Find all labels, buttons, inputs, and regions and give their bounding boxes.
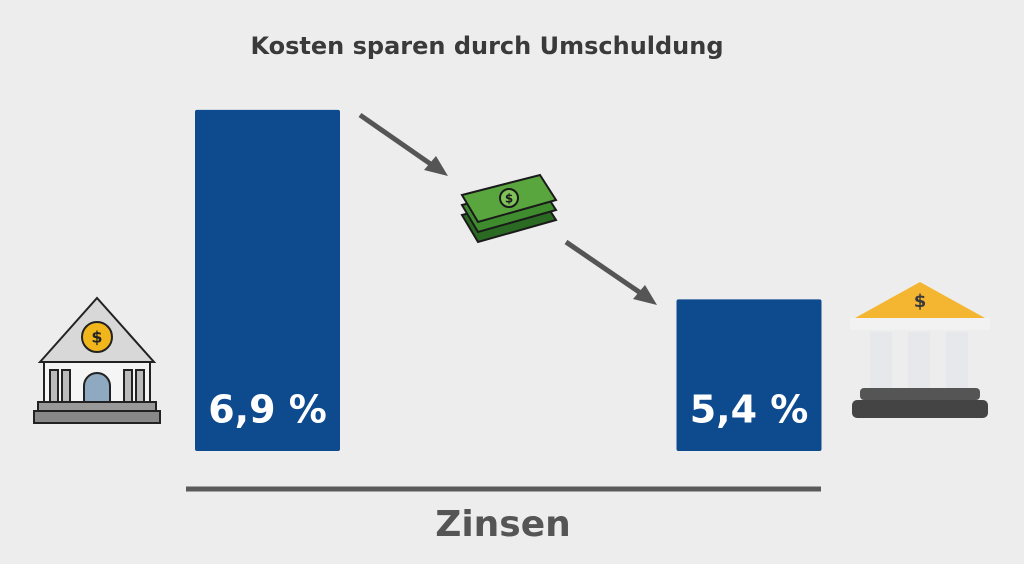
svg-text:$: $ [505, 192, 513, 206]
arrow-head [633, 285, 657, 305]
bank-icon-right: $ [850, 282, 990, 418]
money-icon: $ [460, 173, 558, 244]
chart-title: Kosten sparen durch Umschuldung [250, 32, 723, 60]
value-label: 6,9 % [208, 388, 327, 432]
bar [676, 299, 822, 451]
svg-text:$: $ [914, 291, 927, 312]
arrow [358, 112, 434, 168]
value-label: 5,4 % [690, 388, 809, 432]
x-axis-label: Zinsen [435, 504, 571, 545]
svg-text:$: $ [91, 328, 102, 347]
bar [195, 109, 340, 452]
bank-icon-left: $ [33, 296, 161, 424]
arrow [564, 239, 644, 297]
arrow-head [424, 156, 448, 176]
arrows [358, 112, 657, 305]
